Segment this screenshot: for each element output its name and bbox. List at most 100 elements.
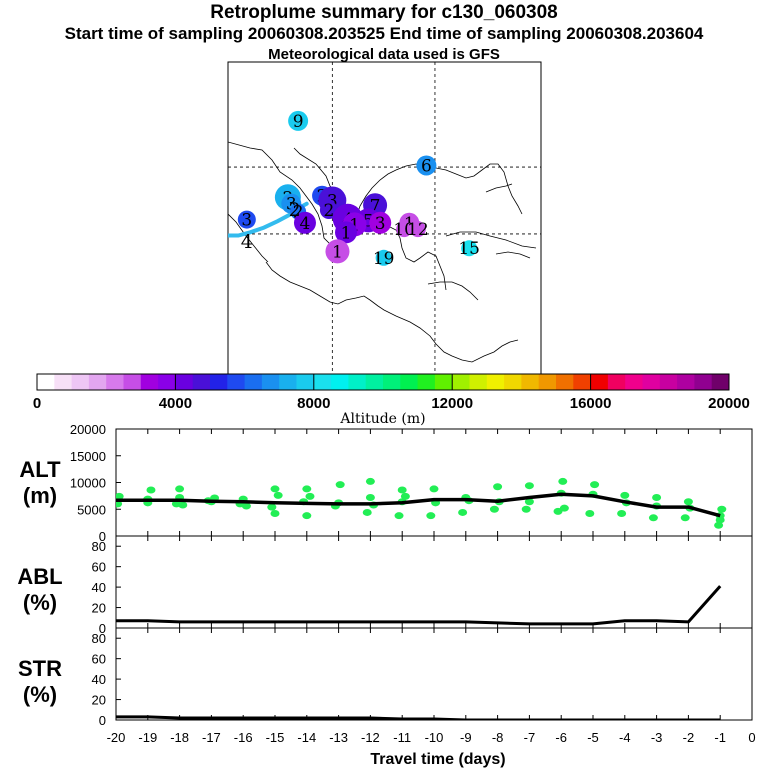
x-tick-label-14: -6	[555, 730, 567, 745]
colorbar-swatch-9	[192, 374, 211, 390]
alt-point-60	[652, 493, 662, 501]
alt-point-66	[717, 505, 727, 513]
panel-ylabel-name: ALT	[19, 457, 61, 482]
cluster-marker-9	[293, 211, 316, 234]
x-tick-label-9: -11	[393, 730, 411, 745]
colorbar-swatch-6	[140, 374, 159, 390]
panel-ylabel-name: ABL	[17, 564, 62, 589]
colorbar-tick-label-1: 4000	[159, 395, 192, 412]
alt-point-16	[241, 502, 251, 510]
alt-point-20	[273, 491, 283, 499]
x-tick-label-5: -15	[266, 730, 285, 745]
colorbar-swatch-34	[625, 374, 643, 390]
panel-data	[116, 477, 727, 529]
map-content: 9623232234745311110121191542	[228, 62, 541, 374]
alt-point-46	[524, 498, 534, 506]
cluster-label-15: 1	[341, 223, 352, 243]
alt-point-29	[365, 493, 375, 501]
sampling-time-subtitle: Start time of sampling 20060308.203525 E…	[64, 24, 704, 43]
alt-point-34	[397, 486, 407, 494]
cluster-label-20: 19	[373, 249, 395, 269]
cluster-marker-13	[369, 211, 392, 234]
alt-point-54	[590, 481, 600, 489]
x-tick-label-17: -3	[651, 730, 663, 745]
colorbar-tick-label-2: 8000	[297, 395, 330, 412]
cluster-label-21: 15	[458, 239, 480, 259]
alt-point-58	[648, 514, 658, 522]
coastline-7	[495, 251, 531, 259]
cluster-marker-18	[409, 221, 426, 238]
alt-point-30	[365, 477, 375, 485]
colorbar-axis-label: Altitude (m)	[339, 411, 425, 427]
panel-frame	[115, 627, 753, 721]
y-tick-label-2: 40	[92, 672, 106, 687]
x-tick-label-18: -2	[683, 730, 695, 745]
panel-frame	[115, 535, 753, 629]
coastline-0	[228, 141, 523, 245]
abl-line	[116, 585, 722, 626]
str-line	[116, 715, 721, 720]
colorbar-swatch-35	[642, 374, 661, 390]
x-tick-label-4: -16	[234, 730, 253, 745]
cluster-marker-19	[325, 239, 350, 264]
y-tick-label-4: 80	[92, 539, 106, 554]
alt-mean-line	[116, 492, 721, 518]
cluster-label-5: 3	[327, 191, 338, 211]
colorbar-swatch-16	[313, 374, 332, 390]
alt-point-22	[302, 512, 312, 520]
panel-ylabel-unit: (%)	[23, 590, 57, 615]
coastline-3	[265, 261, 519, 363]
x-tick-label-19: -1	[714, 730, 726, 745]
colorbar-swatch-27	[504, 374, 522, 390]
alt-point-67	[715, 516, 725, 524]
panel-abl: 0 20 40 60 80 ABL(%)	[17, 535, 753, 636]
cluster-label-9: 4	[300, 214, 311, 234]
cluster-label-7: 2	[293, 203, 304, 223]
met-data-subtitle: Meteorological data used is GFS	[268, 46, 500, 63]
cluster-label-0: 9	[293, 112, 304, 132]
coastline-6	[445, 231, 537, 249]
colorbar-swatch-19	[365, 374, 384, 390]
y-tick-label-0: 0	[99, 621, 106, 636]
alt-point-17	[267, 503, 277, 511]
alt-point-39	[458, 508, 468, 516]
y-tick-label-1: 20	[92, 693, 106, 708]
cluster-label-1: 6	[421, 156, 432, 176]
panel-data	[116, 715, 721, 720]
colorbar-swatch-4	[106, 374, 124, 390]
colorbar-tick-label-0: 0	[33, 395, 41, 412]
x-tick-label-1: -19	[138, 730, 157, 745]
cluster-marker-21	[461, 240, 478, 257]
y-tick-label-3: 15000	[70, 449, 106, 464]
alt-point-45	[521, 505, 531, 513]
y-tick-label-2: 40	[92, 580, 106, 595]
panel-alt: 0 5000 10000 15000 20000 ALT(m)	[19, 422, 753, 544]
cluster-label-18: 12	[407, 220, 429, 240]
alt-point-52	[585, 510, 595, 518]
colorbar-swatch-12	[244, 374, 263, 390]
alt-point-19	[270, 485, 280, 493]
alt-point-24	[305, 492, 315, 500]
cluster-label-17: 10	[393, 220, 415, 240]
alt-point-61	[680, 514, 690, 522]
cluster-label-13: 3	[375, 214, 386, 234]
colorbar-swatch-11	[227, 374, 246, 390]
release-label-0: 4	[241, 231, 253, 253]
colorbar-swatch-2	[71, 374, 90, 390]
cluster-label-10: 7	[370, 196, 381, 216]
alt-point-43	[493, 483, 503, 491]
coastline-8	[485, 183, 513, 193]
alt-point-55	[617, 510, 627, 518]
x-tick-label-8: -12	[361, 730, 380, 745]
alt-point-36	[426, 512, 436, 520]
y-tick-label-4: 20000	[70, 422, 106, 437]
colorbar-swatch-31	[573, 374, 592, 390]
colorbar-swatch-5	[123, 374, 142, 390]
colorbar-frame	[36, 373, 730, 391]
y-tick-label-4: 80	[92, 631, 106, 646]
alt-point-18	[270, 510, 280, 518]
cluster-marker-17	[396, 221, 413, 238]
